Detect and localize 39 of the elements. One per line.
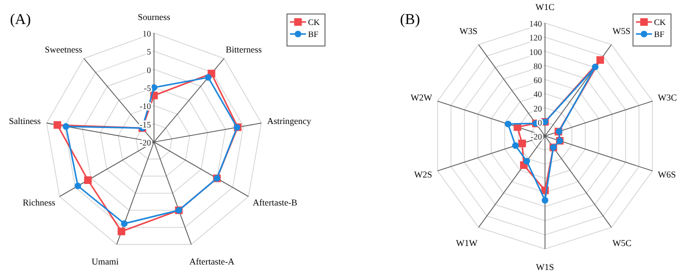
spoke-label: Bitterness bbox=[226, 44, 262, 54]
y-tick-label: 0 bbox=[146, 64, 151, 75]
spoke-label: W5C bbox=[612, 238, 632, 248]
text: (B) bbox=[400, 12, 420, 28]
spoke-label: Aftertaste-B bbox=[252, 198, 298, 208]
spoke-label: W6S bbox=[658, 170, 676, 180]
chart-title: (A) bbox=[10, 12, 31, 28]
y-tick-label: 5 bbox=[146, 46, 151, 57]
spoke-label: W3C bbox=[658, 92, 677, 102]
y-tick-label: 100 bbox=[529, 46, 542, 57]
legend-label: CK bbox=[308, 17, 321, 27]
spoke-label: Aftertaste-A bbox=[189, 256, 235, 267]
spoke-label: Sourness bbox=[138, 12, 171, 22]
y-tick-label: 0 bbox=[538, 117, 542, 128]
spoke-label: W5S bbox=[612, 26, 630, 36]
y-tick-label: 20 bbox=[534, 103, 542, 114]
spoke-label: Umami bbox=[92, 256, 120, 267]
y-tick-label: -20 bbox=[140, 138, 151, 148]
spoke-label: W1W bbox=[456, 238, 478, 248]
y-tick-label: 140 bbox=[529, 18, 542, 28]
legend-label: CK bbox=[654, 17, 667, 27]
y-tick-label: -5 bbox=[144, 83, 151, 93]
spoke-label: Richness bbox=[22, 198, 56, 208]
y-tick-label: 120 bbox=[529, 32, 542, 43]
spoke-label: W2W bbox=[410, 92, 433, 102]
legend-label: BF bbox=[308, 29, 319, 39]
spoke-label: Saltiness bbox=[8, 116, 42, 126]
spoke-label: W1C bbox=[536, 2, 554, 12]
spoke-label: W3S bbox=[460, 26, 478, 36]
spoke-label: W2S bbox=[414, 170, 432, 180]
y-tick-label: 80 bbox=[534, 60, 542, 71]
spoke-label: W1S bbox=[536, 262, 554, 272]
spoke-label: Sweetness bbox=[44, 44, 83, 54]
y-tick-label: 40 bbox=[534, 89, 542, 100]
y-tick-label: -20 bbox=[530, 132, 542, 142]
y-tick-label: 60 bbox=[534, 75, 542, 85]
spoke-label: Astringency bbox=[267, 116, 312, 126]
y-tick-label: 10 bbox=[142, 28, 151, 38]
legend-label: BF bbox=[654, 29, 665, 39]
